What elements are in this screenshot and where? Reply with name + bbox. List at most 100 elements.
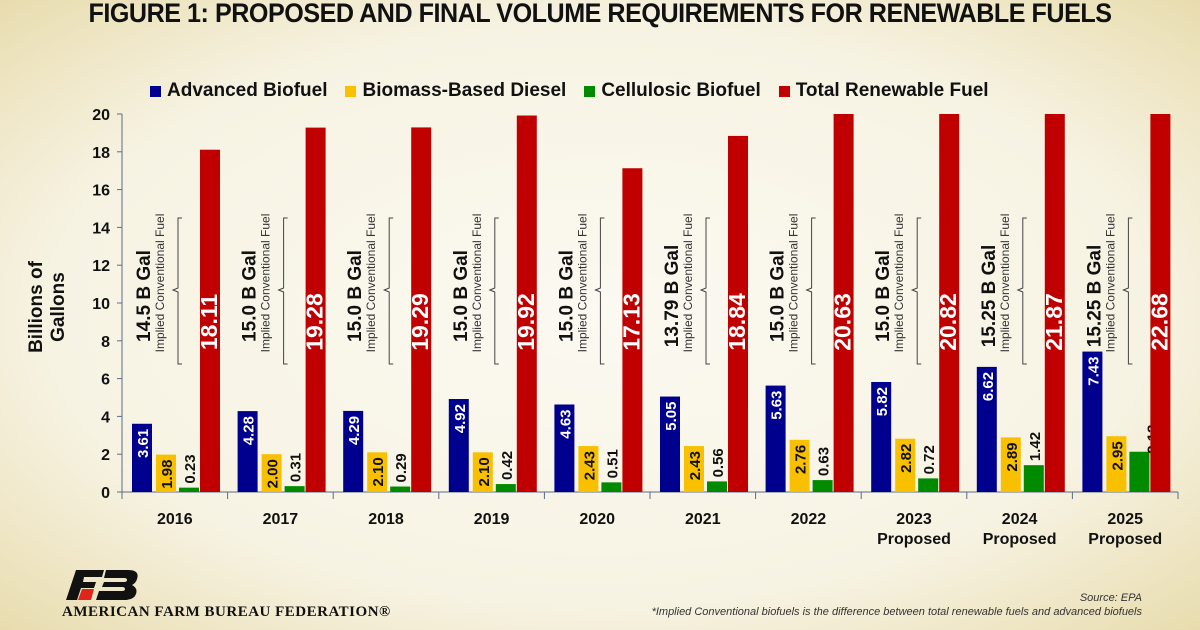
bar-value-label: 20.63 <box>830 293 856 351</box>
bar-total-renewable-fuel <box>833 114 854 492</box>
brace <box>1122 217 1133 365</box>
y-tick-label: 10 <box>92 296 110 313</box>
bar-total-renewable-fuel <box>1044 114 1065 492</box>
bar-biomass-based-diesel <box>261 454 282 492</box>
implied-conventional-label: Implied Conventional Fuel <box>153 214 167 353</box>
bar-cellulosic-biofuel <box>390 486 411 492</box>
bar-biomass-based-diesel <box>578 446 599 492</box>
y-tick-label: 2 <box>101 447 110 464</box>
legend-label: Total Renewable Fuel <box>795 80 989 101</box>
bar-value-label: 2.10 <box>476 457 493 486</box>
x-tick-label: 2019 <box>474 511 510 528</box>
bar-biomass-based-diesel <box>472 452 493 492</box>
bar-value-label: 5.05 <box>663 402 680 431</box>
bar-total-renewable-fuel <box>1150 114 1171 492</box>
bar-advanced-biofuel <box>448 399 469 492</box>
legend-swatch <box>150 85 161 97</box>
brace <box>1016 217 1027 365</box>
implied-conventional-label: Implied Conventional Fuel <box>681 214 695 353</box>
bar-value-label: 5.63 <box>769 391 786 420</box>
bar-biomass-based-diesel <box>895 438 916 492</box>
x-tick-label: 2016 <box>157 511 193 528</box>
bar-advanced-biofuel <box>1082 351 1103 492</box>
legend: Advanced Biofuel Biomass-Based Diesel Ce… <box>150 80 989 102</box>
x-tick-label: 2024 <box>1002 511 1038 528</box>
bar-cellulosic-biofuel <box>495 484 516 492</box>
bar-value-label: 3.61 <box>135 429 152 458</box>
bar-cellulosic-biofuel <box>1129 451 1150 492</box>
bar-value-label: 19.28 <box>302 293 328 351</box>
footnote: *Implied Conventional biofuels is the di… <box>651 606 1142 618</box>
bar-value-label: 18.11 <box>196 294 222 350</box>
bar-advanced-biofuel <box>132 423 152 492</box>
bar-total-renewable-fuel <box>728 135 748 492</box>
bar-value-label: 2.89 <box>1004 442 1021 471</box>
bar-advanced-biofuel <box>765 385 786 492</box>
brace <box>171 217 182 365</box>
bar-value-label: 6.62 <box>980 372 997 401</box>
implied-conventional-label: Implied Conventional Fuel <box>575 214 589 353</box>
bar-value-label: 2.95 <box>1109 441 1126 470</box>
implied-conventional-label: Implied Conventional Fuel <box>787 214 801 353</box>
bar-value-label: 2.00 <box>265 459 282 488</box>
bar-value-label: 21.87 <box>1041 293 1067 351</box>
brace <box>277 217 288 365</box>
bar-biomass-based-diesel <box>367 452 388 492</box>
implied-conventional-label: Implied Conventional Fuel <box>1103 214 1117 353</box>
bar-biomass-based-diesel <box>684 446 704 492</box>
y-tick-label: 18 <box>92 145 110 162</box>
implied-volume-label: 15.25 B Gal <box>1084 245 1105 347</box>
bar-value-label: 2.76 <box>793 445 810 474</box>
y-tick-label: 4 <box>101 409 110 426</box>
legend-item-cellulosic: Cellulosic Biofuel <box>584 80 761 102</box>
implied-volume-label: 15.0 B Gal <box>240 250 261 342</box>
bar-cellulosic-biofuel <box>918 478 939 492</box>
bar-total-renewable-fuel <box>622 168 643 493</box>
bar-value-label: 2.82 <box>898 444 915 473</box>
bar-value-label: 0.56 <box>710 448 727 477</box>
bar-value-label: 0.23 <box>182 454 199 483</box>
bar-total-renewable-fuel <box>939 114 960 492</box>
bar-cellulosic-biofuel <box>812 480 833 492</box>
x-tick-label: 2022 <box>791 511 827 528</box>
legend-item-advanced: Advanced Biofuel <box>150 80 327 102</box>
bar-value-label: 4.92 <box>452 404 469 433</box>
bar-value-label: 1.42 <box>1027 432 1044 461</box>
bar-cellulosic-biofuel <box>601 482 622 492</box>
bar-advanced-biofuel <box>660 396 680 492</box>
y-tick-label: 16 <box>92 183 110 200</box>
bar-value-label: 19.29 <box>407 293 433 351</box>
bar-biomass-based-diesel <box>1000 437 1021 492</box>
source-note: Source: EPA <box>1079 592 1142 604</box>
legend-swatch <box>778 85 790 97</box>
bar-value-label: 2.43 <box>581 451 598 480</box>
brace <box>382 217 394 365</box>
bar-value-label: 18.84 <box>724 293 750 351</box>
bar-value-label: 4.29 <box>346 416 363 445</box>
x-tick-label: 2023 <box>896 511 932 528</box>
implied-conventional-label: Implied Conventional Fuel <box>892 214 906 353</box>
bar-cellulosic-biofuel <box>179 487 199 492</box>
bar-value-label: 22.68 <box>1146 293 1172 351</box>
x-tick-label: 2020 <box>579 511 615 528</box>
implied-volume-label: 15.0 B Gal <box>873 250 894 342</box>
afbf-logo <box>66 570 138 600</box>
bar-value-label: 2.43 <box>687 451 704 480</box>
legend-item-biomass: Biomass-Based Diesel <box>345 80 566 102</box>
bar-cellulosic-biofuel <box>707 481 727 492</box>
x-tick-label: 2017 <box>263 511 299 528</box>
y-tick-label: 14 <box>92 220 110 237</box>
implied-volume-label: 15.0 B Gal <box>451 250 472 342</box>
bar-cellulosic-biofuel <box>1023 465 1044 492</box>
implied-volume-label: 15.0 B Gal <box>556 250 577 342</box>
brace <box>699 217 710 365</box>
bar-total-renewable-fuel <box>305 127 326 492</box>
y-tick-label: 8 <box>101 334 110 351</box>
implied-volume-label: 14.5 B Gal <box>134 250 155 342</box>
bar-value-label: 20.82 <box>935 293 961 351</box>
legend-swatch <box>345 85 357 97</box>
brace <box>488 217 499 365</box>
bar-total-renewable-fuel <box>200 149 220 492</box>
legend-label: Advanced Biofuel <box>167 80 328 101</box>
